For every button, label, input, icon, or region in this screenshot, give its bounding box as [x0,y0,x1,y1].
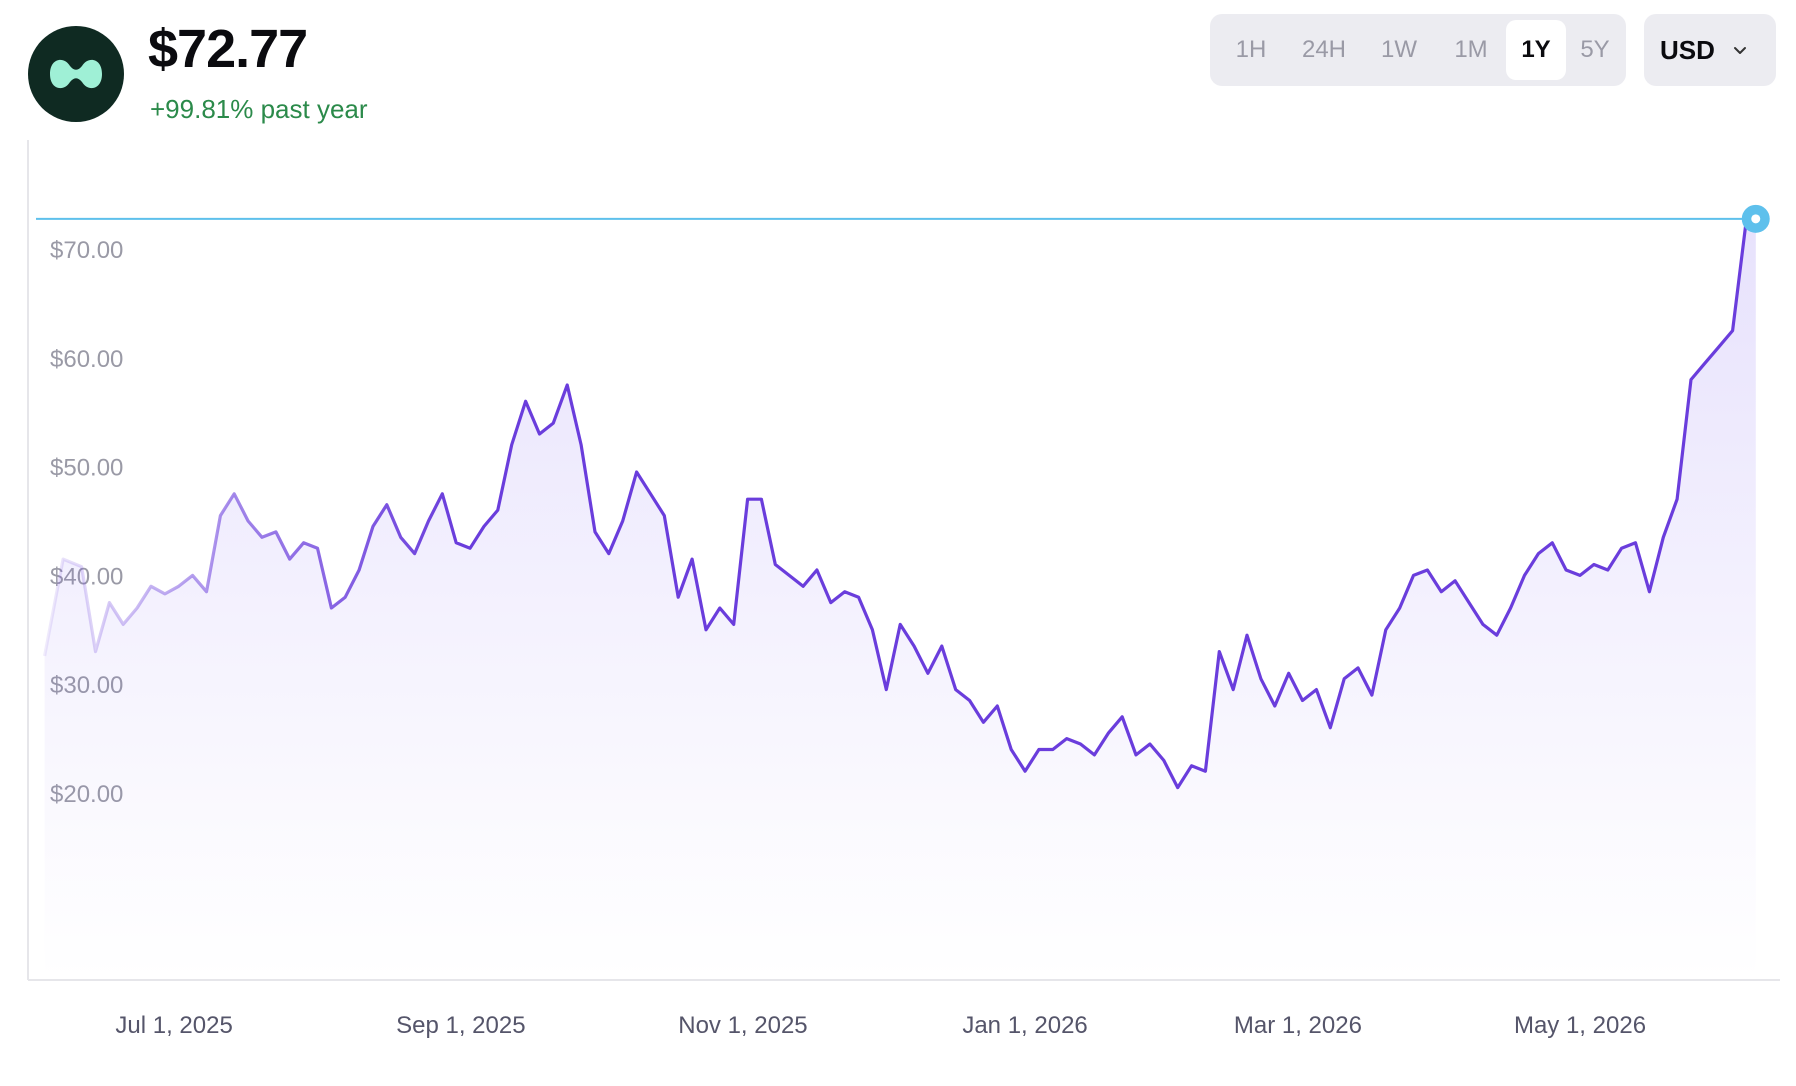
x-axis-ticks: Jul 1, 2025 Sep 1, 2025 Nov 1, 2025 Jan 1, … [115,1012,1646,1039]
time-range-selector: 1H 24H 1W 1M 1Y 5Y [1210,14,1626,86]
chevron-down-icon [1733,47,1746,54]
range-button-24h[interactable]: 24H [1301,36,1347,63]
x-tick-label: Mar 1, 2026 [1234,1012,1362,1039]
currency-select[interactable]: USD [1644,14,1776,86]
price-line [43,216,1756,790]
x-tick-label: May 1, 2026 [1514,1012,1646,1039]
token-logo-icon [28,26,124,122]
y-tick-label: $60.00 [50,346,123,373]
currency-value: USD [1660,34,1715,65]
range-button-1h[interactable]: 1H [1235,36,1267,63]
x-tick-label: Nov 1, 2025 [678,1012,807,1039]
current-price: $72.77 [148,19,308,79]
price-chart: $20.00$30.00$40.00$50.00$60.00$70.00 Jul… [27,140,1780,1039]
y-tick-label: $70.00 [50,237,123,264]
price-area [44,218,1756,980]
price-change-label: +99.81% past year [150,94,368,124]
x-tick-label: Sep 1, 2025 [396,1012,525,1039]
range-button-1w[interactable]: 1W [1381,36,1417,63]
x-tick-label: Jan 1, 2026 [962,1012,1087,1039]
x-tick-label: Jul 1, 2025 [115,1012,232,1039]
token-logo-mark [50,59,102,89]
range-button-5y[interactable]: 5Y [1580,36,1610,63]
range-button-1m[interactable]: 1M [1454,36,1488,63]
y-tick-label: $50.00 [50,455,123,482]
current-price-marker-center [1751,214,1761,224]
range-button-1y[interactable]: 1Y [1506,20,1566,80]
